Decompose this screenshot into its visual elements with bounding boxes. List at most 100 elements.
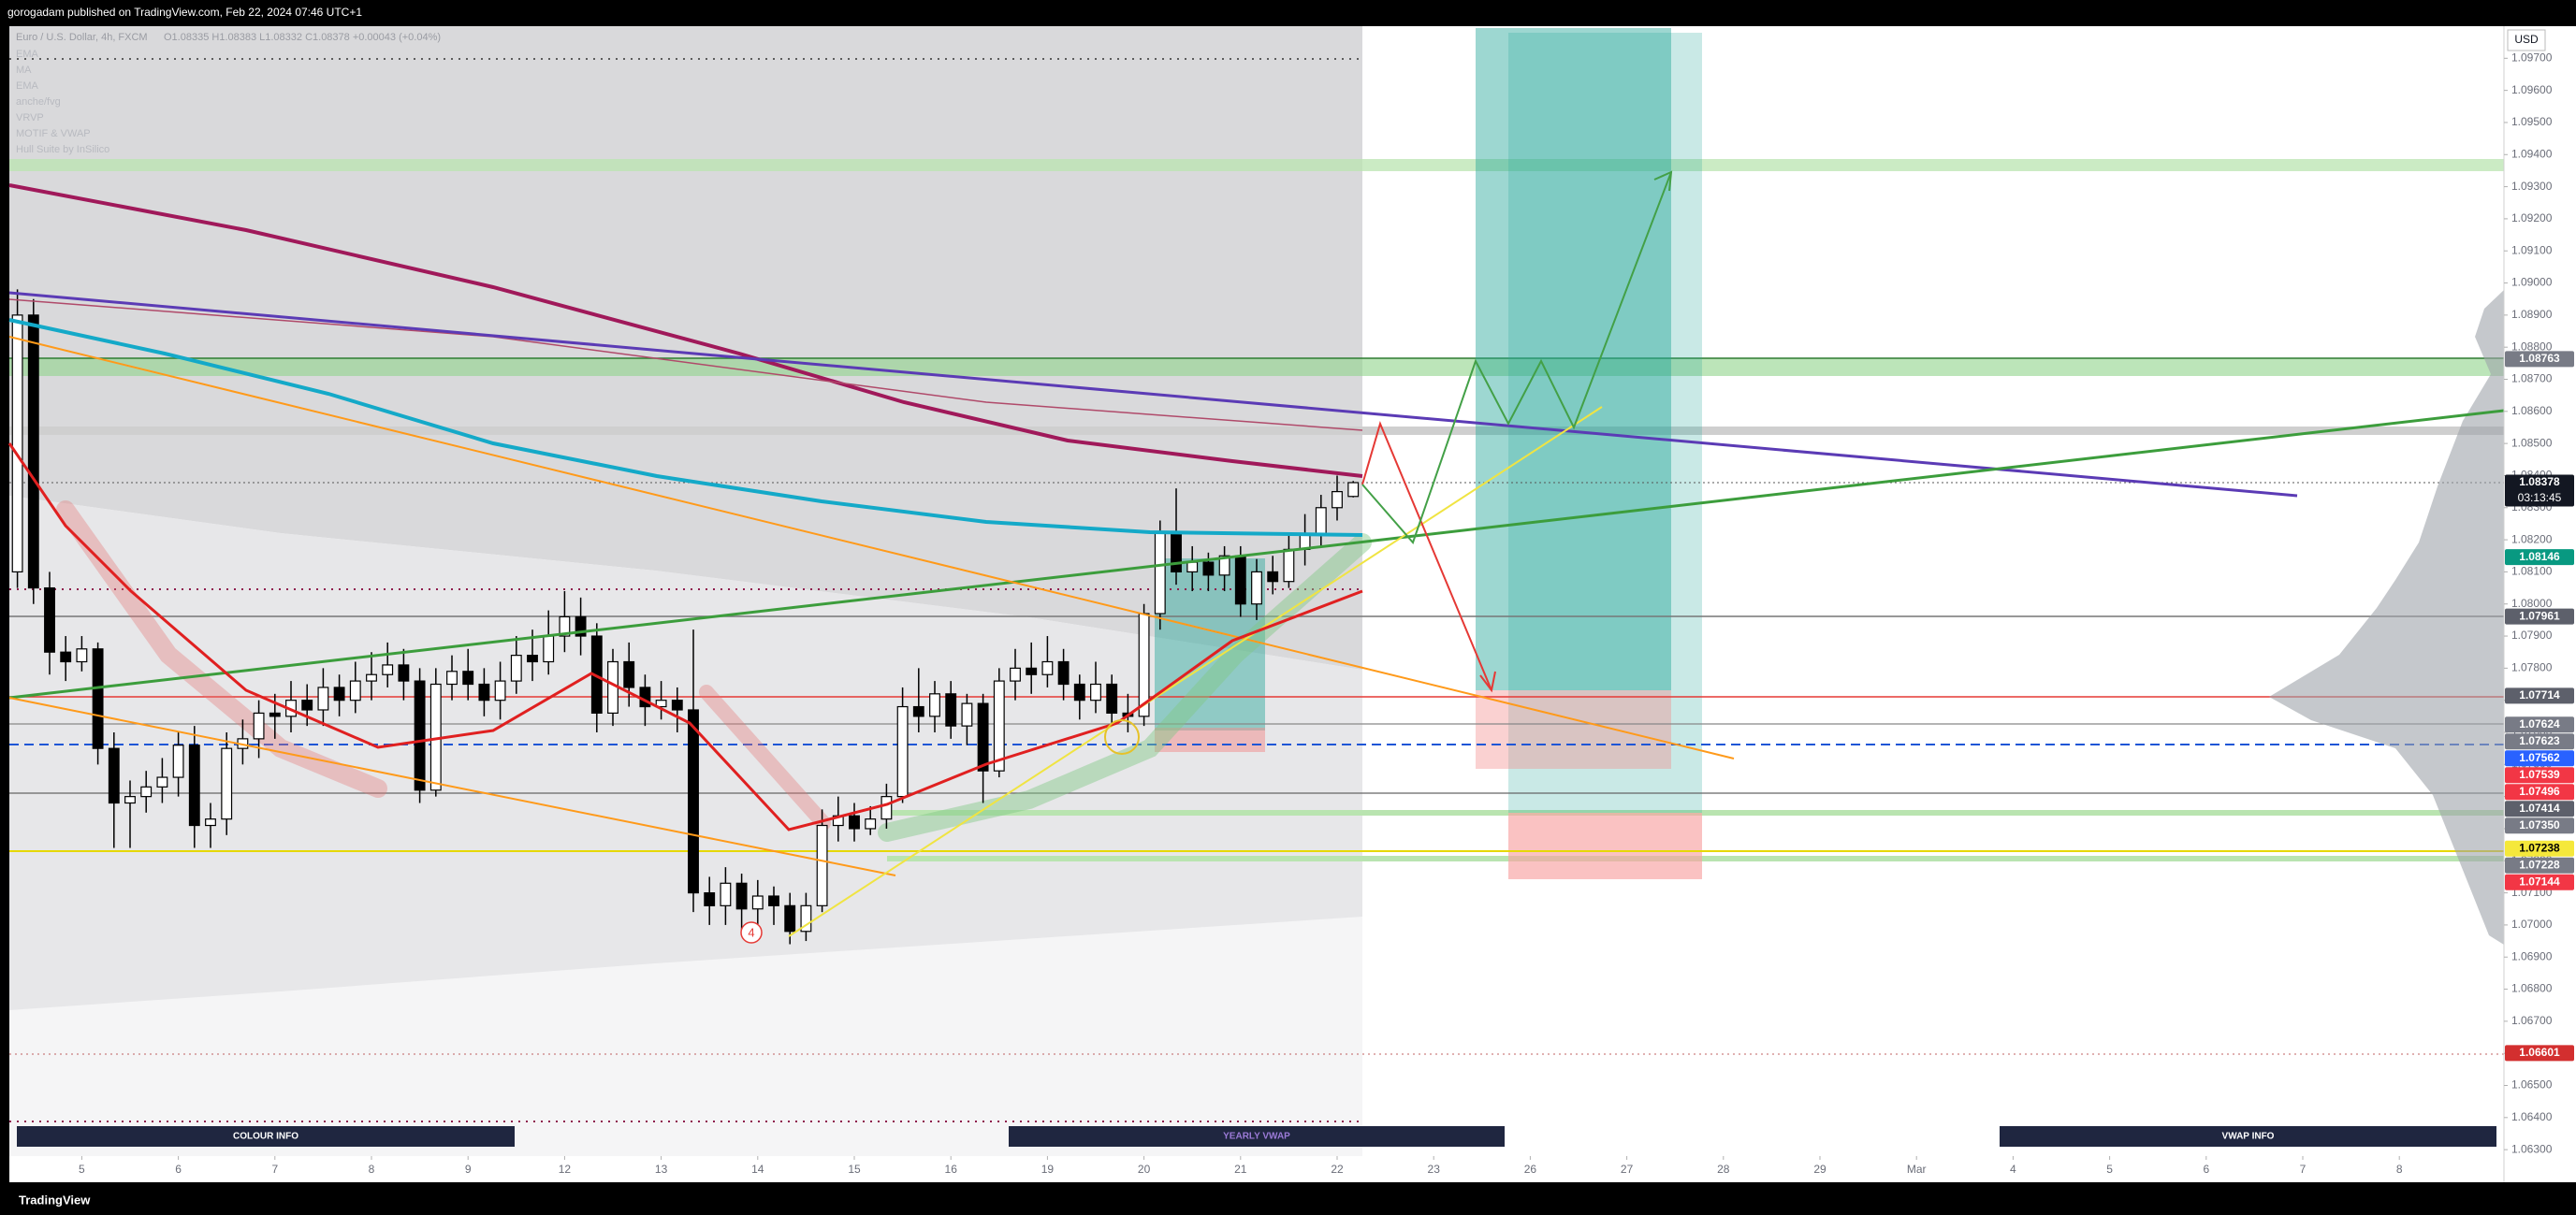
bar-countdown: 03:13:45	[2518, 491, 2562, 504]
x-tick-label: 13	[655, 1163, 668, 1176]
price-tag	[2505, 750, 2574, 767]
price-tag-label: 1.07228	[2519, 858, 2560, 871]
candle-body	[1041, 660, 1054, 675]
x-tick-label: 27	[1621, 1163, 1634, 1176]
candle-body	[1218, 555, 1230, 576]
x-tick-label: 29	[1813, 1163, 1826, 1176]
price-tag	[2505, 549, 2574, 566]
price-tag	[2505, 687, 2574, 704]
x-tick-label: 6	[175, 1163, 182, 1176]
candle-body	[494, 680, 506, 702]
hull-band	[56, 500, 387, 798]
ema-line	[8, 318, 1363, 537]
candle-body	[1332, 491, 1343, 509]
x-tick-label: 28	[1717, 1163, 1730, 1176]
price-tag	[2505, 716, 2574, 733]
trend-line	[8, 291, 2298, 498]
candle-body	[1283, 548, 1295, 583]
y-tick-label: 1.09500	[2511, 115, 2553, 128]
arrow-head	[1479, 671, 1496, 693]
candle-body	[172, 745, 184, 778]
y-tick-label: 1.07900	[2511, 629, 2553, 642]
candle-body	[559, 615, 571, 637]
annotation-text: 4	[748, 925, 754, 939]
trend-line	[8, 409, 2505, 700]
candle-body	[849, 815, 860, 830]
ma-line	[8, 298, 1363, 431]
price-tag	[2505, 874, 2574, 890]
cloud-upper	[9, 26, 1362, 670]
candle-body	[1251, 571, 1262, 605]
candle-body	[317, 687, 329, 711]
x-tick-label: 26	[1524, 1163, 1537, 1176]
highlight-circle	[1104, 719, 1140, 755]
y-tick-label: 1.08500	[2511, 436, 2553, 449]
candle-body	[188, 745, 200, 827]
candle-body	[1186, 561, 1199, 573]
candle-body	[896, 705, 909, 798]
annotation-circle	[740, 921, 763, 944]
candle-body	[60, 651, 72, 663]
currency-box	[2507, 29, 2546, 51]
symbol-title: Euro / U.S. Dollar, 4h, FXCM	[16, 32, 148, 43]
zone-band	[9, 159, 2504, 171]
y-tick-label: 1.06700	[2511, 1014, 2553, 1027]
candle-body	[768, 895, 779, 906]
projection-path	[1361, 421, 1492, 691]
candle-body	[688, 709, 699, 894]
candle-body	[1010, 667, 1021, 682]
candle-body	[11, 314, 23, 573]
candle-body	[816, 824, 828, 906]
price-tag-label: 1.07144	[2519, 875, 2560, 888]
candle-body	[382, 664, 394, 675]
candle-body	[301, 700, 313, 711]
y-tick-label: 1.08600	[2511, 404, 2553, 417]
candle-body	[945, 693, 957, 727]
price-tag-label: 1.07623	[2519, 734, 2560, 747]
indicator-name: EMA	[16, 80, 39, 92]
price-tag-label: 1.07562	[2519, 751, 2560, 764]
y-tick-label: 1.09100	[2511, 243, 2553, 256]
candle-body	[1202, 561, 1215, 576]
candle-body	[543, 635, 555, 663]
price-tag	[2505, 801, 2574, 817]
x-tick-label: 20	[1138, 1163, 1151, 1176]
x-tick-label: 15	[848, 1163, 861, 1176]
y-tick-label: 1.06800	[2511, 982, 2553, 995]
price-tag-label: 1.07414	[2519, 802, 2560, 815]
x-tick-label: 5	[2106, 1163, 2113, 1176]
candle-body	[27, 314, 39, 589]
price-tag-label: 1.07350	[2519, 818, 2560, 832]
candle-body	[655, 700, 667, 708]
cloud-lower	[9, 496, 1362, 1010]
x-tick-label: 22	[1331, 1163, 1344, 1176]
y-tick-label: 1.09600	[2511, 83, 2553, 96]
candle-body	[462, 671, 474, 686]
y-tick-label: 1.09400	[2511, 147, 2553, 160]
candle-body	[156, 776, 168, 788]
price-tag	[2505, 474, 2574, 507]
stop-zone	[1508, 813, 1702, 879]
price-axis-background	[2504, 26, 2576, 1182]
info-panel	[1009, 1126, 1505, 1147]
x-tick-label: 8	[2396, 1163, 2403, 1176]
candle-body	[1073, 683, 1085, 702]
indicator-name: anche/fvg	[16, 96, 61, 108]
y-tick-label: 1.07800	[2511, 661, 2553, 674]
y-tick-label: 1.08800	[2511, 340, 2553, 353]
candle-body	[140, 786, 153, 798]
candle-body	[1057, 660, 1070, 686]
price-tag	[2505, 840, 2574, 857]
x-tick-label: 4	[2010, 1163, 2016, 1176]
arrow-head	[1653, 170, 1673, 192]
x-tick-label: 8	[369, 1163, 375, 1176]
indicator-name: EMA	[16, 49, 39, 60]
candle-body	[993, 680, 1005, 772]
candle-body	[269, 712, 281, 717]
volume-profile	[2269, 290, 2504, 945]
y-tick-label: 1.09200	[2511, 211, 2553, 224]
trend-line	[8, 697, 896, 876]
candle-body	[398, 664, 410, 682]
stop-zone	[1155, 728, 1265, 752]
candle-body	[784, 904, 796, 933]
